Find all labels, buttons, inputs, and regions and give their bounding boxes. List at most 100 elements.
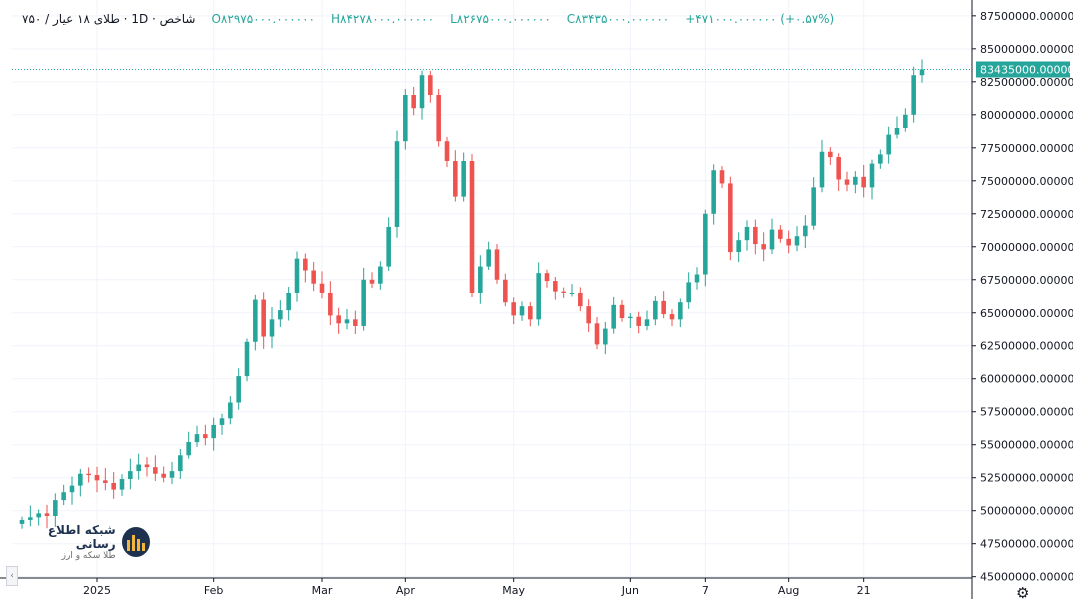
candle-body bbox=[136, 464, 141, 472]
y-tick-label: 67500000.0000000 bbox=[980, 274, 1073, 287]
candle-body bbox=[561, 291, 566, 293]
last-price-label: 83435000.0000000 bbox=[980, 63, 1073, 76]
candle-body bbox=[819, 151, 825, 188]
candle-body bbox=[703, 213, 708, 275]
last-price-badge bbox=[976, 61, 1070, 78]
y-tick-label: 45000000.0000000 bbox=[980, 571, 1073, 584]
candle-body bbox=[28, 517, 33, 520]
logo-subtitle: طلا سکه و ارز bbox=[61, 551, 116, 561]
candle-body bbox=[744, 226, 750, 241]
last-price-line: 83435000.0000000 bbox=[12, 61, 1073, 78]
candle-body bbox=[494, 249, 500, 280]
candle-body bbox=[753, 226, 758, 245]
y-tick-label: 55000000.0000000 bbox=[980, 439, 1073, 452]
candle-body bbox=[919, 69, 925, 76]
candle-body bbox=[911, 75, 916, 115]
candle-body bbox=[44, 513, 50, 516]
candle-body bbox=[244, 341, 250, 377]
candle-body bbox=[636, 316, 641, 326]
candle-body bbox=[153, 467, 158, 474]
candle-body bbox=[569, 292, 575, 294]
gear-icon[interactable]: ⚙ bbox=[1016, 584, 1030, 602]
x-tick-label: Feb bbox=[204, 584, 223, 597]
candle-body bbox=[611, 304, 616, 329]
candle-body bbox=[203, 434, 208, 439]
candle-body bbox=[853, 176, 858, 185]
y-axis[interactable]: 45000000.0000000 47500000.0000000 50000000… bbox=[971, 0, 1073, 599]
open-value: O۸۲۹۷۵۰۰۰.۰۰۰۰۰۰ bbox=[211, 12, 315, 26]
candle-body bbox=[794, 236, 800, 246]
chart-legend: شاخص · 1D · طلای ۱۸ عیار / ۷۵۰ O۸۲۹۷۵۰۰۰… bbox=[22, 8, 834, 30]
candle-body bbox=[311, 270, 316, 284]
x-tick-label: Aug bbox=[778, 584, 799, 597]
watermark-logo: شبکه اطلاع رسانی طلا سکه و ارز bbox=[10, 523, 150, 561]
candle-body bbox=[861, 176, 866, 188]
candle-body bbox=[578, 292, 583, 307]
candle-body bbox=[78, 473, 83, 486]
candle-body bbox=[186, 442, 191, 456]
y-tick-label: 72500000.0000000 bbox=[980, 208, 1073, 221]
x-tick-label: Apr bbox=[396, 584, 416, 597]
candle-body bbox=[253, 299, 258, 342]
candle-body bbox=[644, 319, 650, 326]
candles bbox=[19, 59, 925, 529]
y-tick-label: 50000000.0000000 bbox=[980, 505, 1073, 518]
candle-body bbox=[119, 479, 125, 490]
y-tick-label: 62500000.0000000 bbox=[980, 340, 1073, 353]
candle-body bbox=[403, 95, 408, 142]
candle-body bbox=[53, 500, 58, 516]
candle-body bbox=[86, 473, 91, 476]
low-value: L۸۲۶۷۵۰۰۰.۰۰۰۰۰۰ bbox=[450, 12, 551, 26]
logo-name: شبکه اطلاع رسانی bbox=[47, 523, 116, 551]
candle-body bbox=[128, 471, 133, 480]
candle-body bbox=[436, 95, 441, 142]
candle-body bbox=[328, 292, 333, 316]
high-value: H۸۴۲۷۸۰۰۰.۰۰۰۰۰۰ bbox=[330, 12, 435, 26]
candle-body bbox=[178, 455, 183, 472]
candle-body bbox=[628, 316, 633, 319]
y-tick-label: 85000000.0000000 bbox=[980, 43, 1073, 56]
x-tick-label: 2025 bbox=[83, 584, 111, 597]
candle-body bbox=[386, 226, 391, 267]
candle-body bbox=[319, 283, 325, 293]
candle-body bbox=[344, 319, 350, 324]
candle-body bbox=[161, 473, 166, 478]
candle-body bbox=[686, 282, 691, 303]
candle-body bbox=[511, 302, 516, 316]
y-tick-label: 75000000.0000000 bbox=[980, 175, 1073, 188]
candle-body bbox=[94, 475, 100, 481]
close-value: C۸۳۴۳۵۰۰۰.۰۰۰۰۰۰ bbox=[566, 12, 670, 26]
symbol-title[interactable]: شاخص · 1D · طلای ۱۸ عیار / ۷۵۰ bbox=[22, 12, 196, 26]
candle-body bbox=[544, 273, 550, 282]
candle-body bbox=[36, 513, 41, 518]
candle-body bbox=[528, 306, 533, 320]
candle-body bbox=[694, 274, 700, 283]
y-tick-label: 65000000.0000000 bbox=[980, 307, 1073, 320]
candle-body bbox=[711, 170, 716, 214]
grid-lines bbox=[12, 0, 972, 578]
candle-body bbox=[353, 319, 358, 326]
candle-body bbox=[69, 485, 75, 493]
candle-body bbox=[669, 314, 675, 320]
x-tick-label: Jun bbox=[621, 584, 639, 597]
candle-body bbox=[211, 424, 216, 439]
candle-body bbox=[394, 141, 400, 227]
scroll-left-button[interactable]: ‹ bbox=[6, 566, 18, 586]
candle-body bbox=[419, 75, 425, 109]
y-tick-label: 82500000.0000000 bbox=[980, 76, 1073, 89]
x-axis[interactable]: 2025 Feb Mar Apr May Jun 7 Aug 21 bbox=[0, 577, 972, 597]
candle-body bbox=[828, 151, 833, 158]
candle-body bbox=[553, 281, 558, 292]
candle-body bbox=[111, 482, 116, 490]
candle-body bbox=[503, 279, 508, 303]
candle-body bbox=[869, 163, 875, 188]
y-tick-label: 87500000.0000000 bbox=[980, 10, 1073, 23]
candle-body bbox=[728, 183, 733, 253]
candle-body bbox=[194, 434, 200, 443]
candle-body bbox=[411, 95, 416, 109]
y-tick-label: 52500000.0000000 bbox=[980, 472, 1073, 485]
candle-body bbox=[228, 402, 233, 419]
candle-body bbox=[303, 258, 308, 271]
